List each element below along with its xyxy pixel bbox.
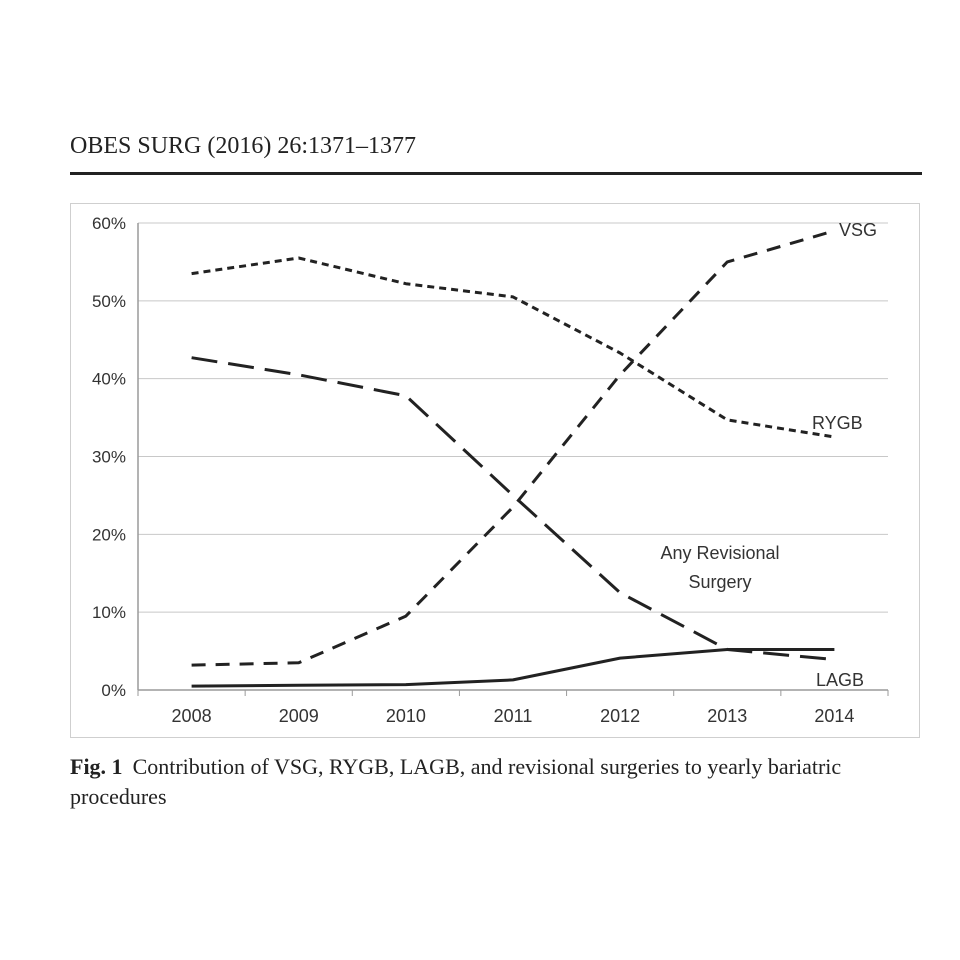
annotation-vsg: VSG [839, 220, 877, 240]
y-tick-label: 20% [92, 525, 126, 544]
x-tick-label: 2012 [600, 706, 640, 726]
x-tick-label: 2013 [707, 706, 747, 726]
series-line-lagb [191, 356, 835, 662]
series-lines [191, 229, 835, 688]
caption-text: Contribution of VSG, RYGB, LAGB, and rev… [70, 754, 842, 809]
y-axis-ticks: 0% 10% 20% 30% 40% 50% 60% [92, 214, 126, 700]
x-tick-label: 2010 [386, 706, 426, 726]
x-tick-label: 2009 [279, 706, 319, 726]
series-line-any [191, 648, 835, 688]
annotation-rygb: RYGB [812, 413, 863, 433]
y-tick-label: 50% [92, 292, 126, 311]
x-tick-label: 2008 [172, 706, 212, 726]
y-tick-label: 30% [92, 448, 126, 467]
annotations: VSG RYGB Any Revisional Surgery LAGB [660, 220, 877, 690]
figure-number: Fig. 1 [70, 754, 123, 779]
x-tick-label: 2011 [494, 706, 533, 726]
y-tick-label: 0% [101, 681, 126, 700]
annotation-lagb: LAGB [816, 670, 864, 690]
x-axis-ticks: 2008 2009 2010 2011 2012 2013 2014 [137, 690, 889, 726]
x-tick-label: 2014 [814, 706, 854, 726]
journal-header: OBES SURG (2016) 26:1371–1377 [70, 133, 417, 159]
header-rule [70, 172, 922, 175]
chart-frame: 0% 10% 20% 30% 40% 50% 60% 2008 2009 2010 2011 201… [70, 203, 920, 738]
line-chart: 0% 10% 20% 30% 40% 50% 60% 2008 2009 2010 2011 201… [92, 214, 889, 726]
y-tick-label: 10% [92, 603, 126, 622]
figure-caption: Fig. 1 Contribution of VSG, RYGB, LAGB, a… [70, 752, 920, 812]
annotation-revisional-line1: Any Revisional [660, 543, 779, 563]
y-tick-label: 60% [92, 214, 126, 233]
series-line-rygb [191, 256, 835, 439]
grid [137, 222, 888, 691]
annotation-revisional-line2: Surgery [688, 572, 751, 592]
series-line-vsg [191, 229, 835, 667]
y-tick-label: 40% [92, 370, 126, 389]
